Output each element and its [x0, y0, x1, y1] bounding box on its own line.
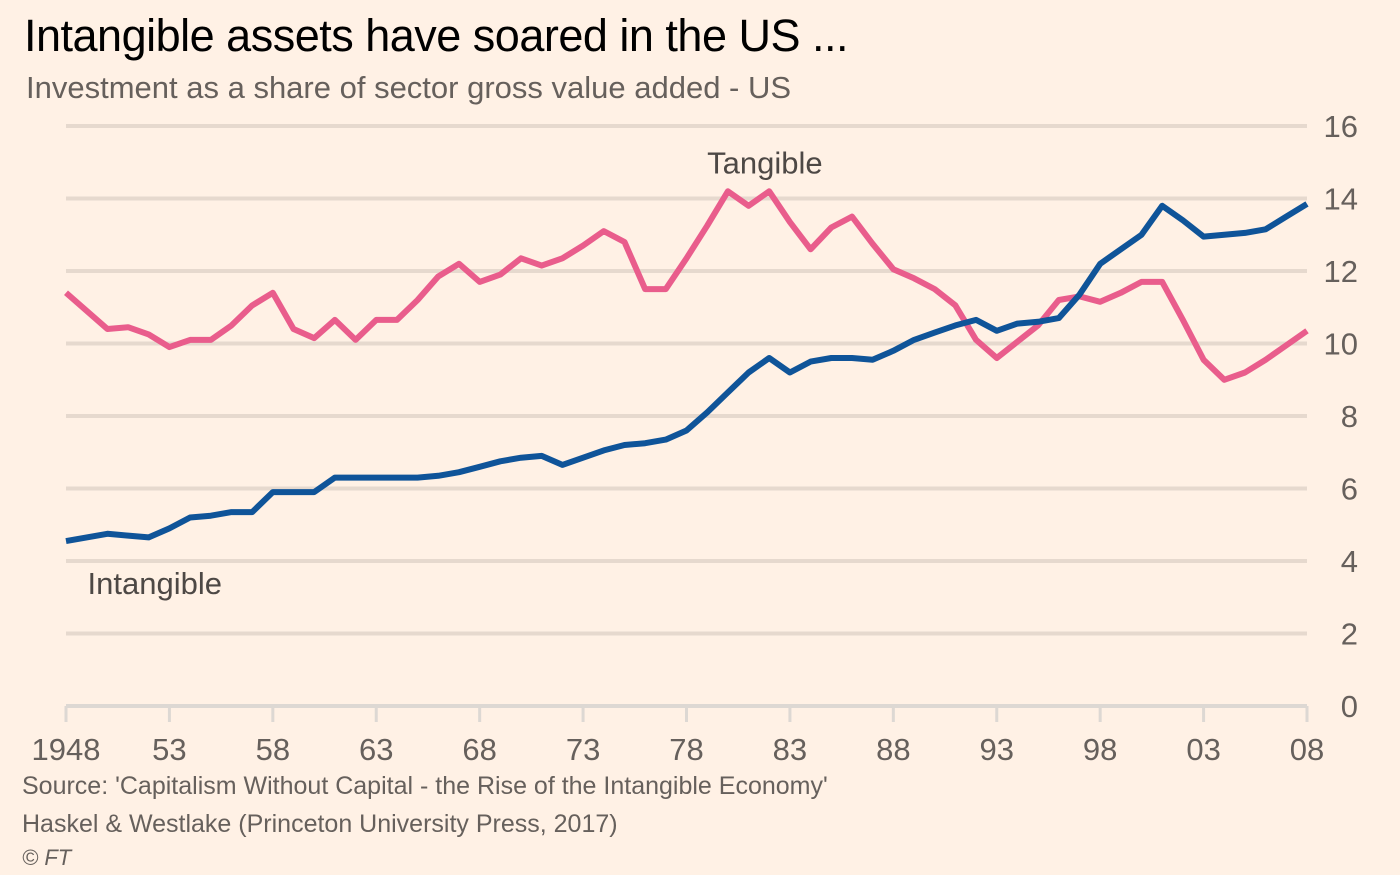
x-tick-label-1983: 83	[773, 732, 807, 767]
x-tick-label-1968: 68	[462, 732, 496, 767]
x-tick-label-1948: 1948	[32, 732, 101, 767]
y-tick-label-14: 14	[1324, 182, 1358, 217]
x-tick-label-1973: 73	[566, 732, 600, 767]
y-axis: 0 2 4 6 8 10 12 14 16	[1324, 109, 1358, 724]
x-tick-label-2003: 03	[1186, 732, 1220, 767]
intangible-series-label: Intangible	[88, 566, 222, 601]
y-tick-label-0: 0	[1341, 689, 1358, 724]
chart-title: Intangible assets have soared in the US …	[24, 10, 849, 61]
source-line-1: Source: 'Capitalism Without Capital - th…	[22, 772, 828, 800]
chart-subtitle: Investment as a share of sector gross va…	[26, 70, 792, 105]
x-tick-label-1958: 58	[256, 732, 290, 767]
y-tick-label-2: 2	[1341, 617, 1358, 652]
y-tick-label-6: 6	[1341, 472, 1358, 507]
y-tick-label-4: 4	[1341, 544, 1358, 579]
x-axis: 1948 53 58 63 68 73 78 83 88 93 98 03 08	[32, 704, 1324, 767]
copyright: © FT	[22, 845, 72, 870]
y-tick-label-8: 8	[1341, 399, 1358, 434]
x-tick-label-2008: 08	[1290, 732, 1324, 767]
tangible-series-label: Tangible	[707, 145, 822, 180]
tangible-line	[64, 188, 1309, 383]
x-tick-label-1978: 78	[669, 732, 703, 767]
gridlines	[66, 124, 1307, 636]
x-tick-label-1988: 88	[876, 732, 910, 767]
y-tick-label-10: 10	[1324, 327, 1358, 362]
series-lines	[64, 188, 1309, 545]
source-line-2: Haskel & Westlake (Princeton University …	[22, 810, 618, 838]
x-tick-label-1953: 53	[152, 732, 186, 767]
x-tick-label-1963: 63	[359, 732, 393, 767]
x-tick-label-1998: 98	[1083, 732, 1117, 767]
y-tick-label-12: 12	[1324, 254, 1358, 289]
y-tick-label-16: 16	[1324, 109, 1358, 144]
x-tick-label-1993: 93	[980, 732, 1014, 767]
intangible-line	[65, 201, 1309, 545]
